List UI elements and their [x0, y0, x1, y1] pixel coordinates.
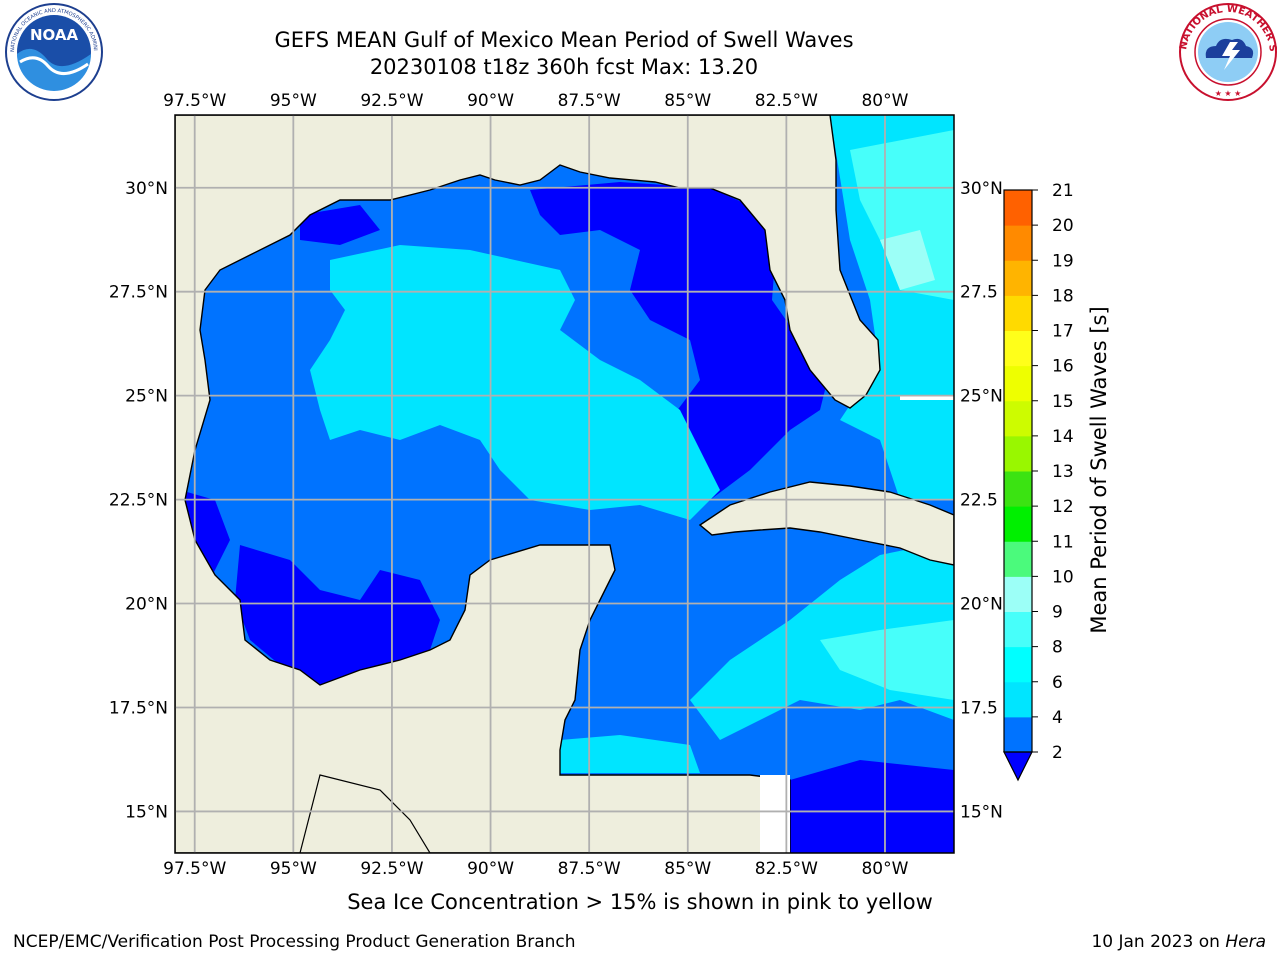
colorbar-swatch [1004, 330, 1032, 367]
lat-label-right: 22.5 [960, 491, 998, 511]
axis-labels: 97.5°W 97.5°W 95°W 95°W 92.5°W 92.5°W 90°W 90°W… [109, 91, 1003, 879]
colorbar-tick-label: 13 [1052, 462, 1074, 482]
colorbar-tick-label: 14 [1052, 427, 1074, 447]
lat-label-right: 17.5 [960, 698, 998, 718]
land-cuba [698, 481, 954, 566]
sea-ice-caption: Sea Ice Concentration > 15% is shown in … [347, 890, 933, 914]
lat-label-left: 30°N [125, 179, 168, 199]
lon-label-top: 92.5°W [360, 91, 423, 111]
lon-label-bottom: 92.5°W [360, 859, 423, 879]
colorbar-tick-label: 18 [1052, 286, 1074, 306]
svg-text:NOAA: NOAA [30, 26, 79, 44]
lon-label-top: 95°W [270, 91, 317, 111]
colorbar-tick-label: 21 [1052, 181, 1074, 201]
colorbar-tick-label: 17 [1052, 322, 1074, 342]
colorbar-swatch [1004, 681, 1032, 718]
colorbar-swatch [1004, 506, 1032, 542]
footer-date: 10 Jan 2023 on Hera [1091, 932, 1266, 952]
colorbar-swatch [1004, 190, 1032, 226]
contour-4-6-central [310, 245, 720, 520]
land-honduras-gap [760, 775, 790, 853]
lat-label-left: 17.5°N [109, 698, 168, 718]
lon-label-bottom: 80°W [861, 859, 908, 879]
colorbar-swatch [1004, 576, 1032, 612]
colorbar-tick-label: 11 [1052, 532, 1074, 552]
contour-8-9-atl [880, 230, 935, 290]
colorbar-swatch [1004, 541, 1032, 577]
lat-label-left: 25°N [125, 387, 168, 407]
contour-lt2-carib [790, 760, 954, 853]
colorbar-tick-label: 6 [1052, 673, 1063, 693]
colorbar-swatch [1004, 471, 1032, 507]
colorbar-label: Mean Period of Swell Waves [s] [1087, 306, 1111, 633]
noaa-logo: NOAA NATIONAL OCEANIC AND ATMOSPHERIC AD… [2, 2, 103, 101]
lon-label-bottom: 85°W [664, 859, 711, 879]
lon-label-bottom: 97.5°W [163, 859, 226, 879]
contour-4-6-yucatan [560, 735, 700, 773]
colorbar-swatch [1004, 260, 1032, 296]
lon-label-top: 87.5°W [558, 91, 621, 111]
lon-label-bottom: 82.5°W [755, 859, 818, 879]
lat-label-right: 27.5 [960, 283, 998, 303]
colorbar-tick-label: 12 [1052, 497, 1074, 517]
land-pacific-gap [299, 774, 431, 853]
chart-subtitle: 20230108 t18z 360h fcst Max: 13.20 [369, 55, 759, 79]
lat-label-left: 15°N [125, 802, 168, 822]
colorbar-extend-arrow [1003, 751, 1033, 782]
lon-label-bottom: 87.5°W [558, 859, 621, 879]
contour-lt2-north [300, 205, 380, 245]
contour-6-8-carib [820, 620, 954, 700]
colorbar-tick-label: 19 [1052, 251, 1074, 271]
lat-label-left: 27.5°N [109, 283, 168, 303]
colorbar: 2 4 6 8 9 10 11 12 13 14 15 16 17 18 19 20 21 [1003, 181, 1074, 782]
colorbar-swatch [1004, 716, 1032, 753]
colorbar-tick-label: 10 [1052, 567, 1074, 587]
colorbar-swatch [1004, 611, 1032, 648]
colorbar-tick-label: 8 [1052, 638, 1063, 658]
lat-label-right: 15°N [960, 802, 1003, 822]
colorbar-tick-label: 15 [1052, 392, 1074, 412]
footer-branch: NCEP/EMC/Verification Post Processing Pr… [13, 932, 576, 952]
colorbar-swatch [1004, 400, 1032, 437]
colorbar-tick-label: 9 [1052, 603, 1063, 623]
colorbar-swatch [1004, 295, 1032, 331]
chart-title: GEFS MEAN Gulf of Mexico Mean Period of … [274, 28, 854, 52]
colorbar-tick-label: 4 [1052, 708, 1063, 728]
lat-label-right: 25°N [960, 387, 1003, 407]
nws-logo: NATIONAL WEATHER SERVICE ★ ★ ★ [1176, 2, 1278, 101]
footer-date-text: 10 Jan 2023 on [1091, 932, 1226, 952]
colorbar-tick-label: 20 [1052, 216, 1074, 236]
colorbar-tick-label: 2 [1052, 743, 1063, 763]
lon-label-top: 80°W [861, 91, 908, 111]
lon-label-top: 85°W [664, 91, 711, 111]
colorbar-swatch [1004, 435, 1032, 472]
map-frame [174, 114, 955, 854]
contour-lt2-south [235, 545, 440, 685]
lat-label-right: 30°N [960, 179, 1003, 199]
colorbar-swatch [1004, 365, 1032, 402]
contour-lt2-east [530, 182, 830, 500]
lon-label-top: 90°W [467, 91, 514, 111]
lat-label-left: 22.5°N [109, 491, 168, 511]
svg-text:★ ★ ★: ★ ★ ★ [1215, 89, 1242, 98]
colorbar-swatch [1004, 646, 1032, 683]
colorbar-swatch [1004, 225, 1032, 261]
gridlines [175, 115, 954, 853]
lat-label-right: 20°N [960, 595, 1003, 615]
footer-host: Hera [1225, 932, 1266, 952]
lon-label-bottom: 90°W [467, 859, 514, 879]
lon-label-top: 97.5°W [163, 91, 226, 111]
lon-label-top: 82.5°W [755, 91, 818, 111]
lon-label-bottom: 95°W [270, 859, 317, 879]
colorbar-tick-label: 16 [1052, 357, 1074, 377]
lat-label-left: 20°N [125, 595, 168, 615]
